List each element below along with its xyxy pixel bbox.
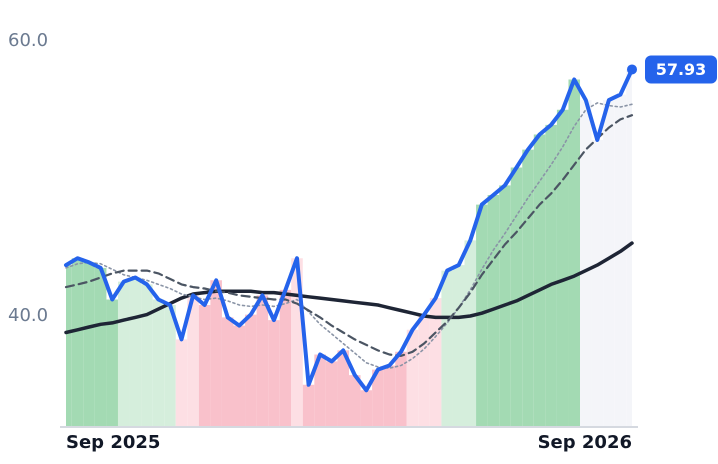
y-tick-label: 40.0 xyxy=(8,305,48,326)
regime-area xyxy=(533,134,546,426)
regime-area xyxy=(580,100,592,426)
regime-area xyxy=(452,265,465,426)
regime-area xyxy=(71,258,84,426)
regime-area xyxy=(106,299,118,426)
regime-area xyxy=(291,258,303,426)
regime-area xyxy=(383,365,396,426)
regime-area xyxy=(233,325,246,426)
regime-area xyxy=(221,317,234,426)
line-2 xyxy=(64,114,634,357)
badge-label: 57.93 xyxy=(656,60,707,79)
regime-area xyxy=(395,351,407,426)
regime-area xyxy=(372,369,384,426)
line-0 xyxy=(64,67,634,393)
regime-area xyxy=(476,204,488,426)
regime-area xyxy=(164,305,176,426)
line-3 xyxy=(64,241,634,335)
regime-area xyxy=(441,270,453,426)
regime-area xyxy=(510,167,523,426)
regime-area xyxy=(429,298,442,426)
regime-area xyxy=(406,329,419,426)
regime-area xyxy=(279,289,292,426)
regime-area xyxy=(152,299,165,426)
regime-area xyxy=(614,94,627,426)
regime-area xyxy=(545,124,557,426)
regime-area xyxy=(325,361,338,426)
regime-area xyxy=(591,140,604,426)
regime-area xyxy=(256,295,269,426)
regime-area xyxy=(94,267,107,426)
regime-area xyxy=(418,314,430,426)
regime-area xyxy=(210,280,222,426)
y-tick-label: 60.0 xyxy=(8,30,48,51)
regime-area xyxy=(337,350,349,426)
last-point xyxy=(627,64,637,75)
regime-area xyxy=(268,320,280,426)
regime-area xyxy=(626,69,632,427)
regime-area xyxy=(198,305,211,426)
last-value-badge: 57.93 xyxy=(645,55,717,84)
x-tick-label: Sep 2025 xyxy=(66,432,160,453)
regime-area xyxy=(302,384,315,426)
regime-area xyxy=(603,100,615,426)
regime-area xyxy=(556,109,569,426)
regime-area xyxy=(141,284,153,426)
regime-area xyxy=(129,277,142,426)
regime-area xyxy=(66,265,72,426)
regime-area xyxy=(245,314,257,426)
regime-area xyxy=(83,262,95,426)
regime-area xyxy=(522,149,534,426)
regime-area xyxy=(117,281,130,426)
regime-area xyxy=(360,390,373,426)
regime-area xyxy=(175,339,188,426)
regime-area xyxy=(464,240,477,426)
regime-area xyxy=(314,354,326,426)
regime-area xyxy=(568,79,581,426)
badge-bg xyxy=(645,55,717,84)
line-1 xyxy=(65,102,633,369)
regime-area xyxy=(349,375,361,426)
regime-area xyxy=(187,295,199,426)
x-tick-label: Sep 2026 xyxy=(538,432,632,453)
